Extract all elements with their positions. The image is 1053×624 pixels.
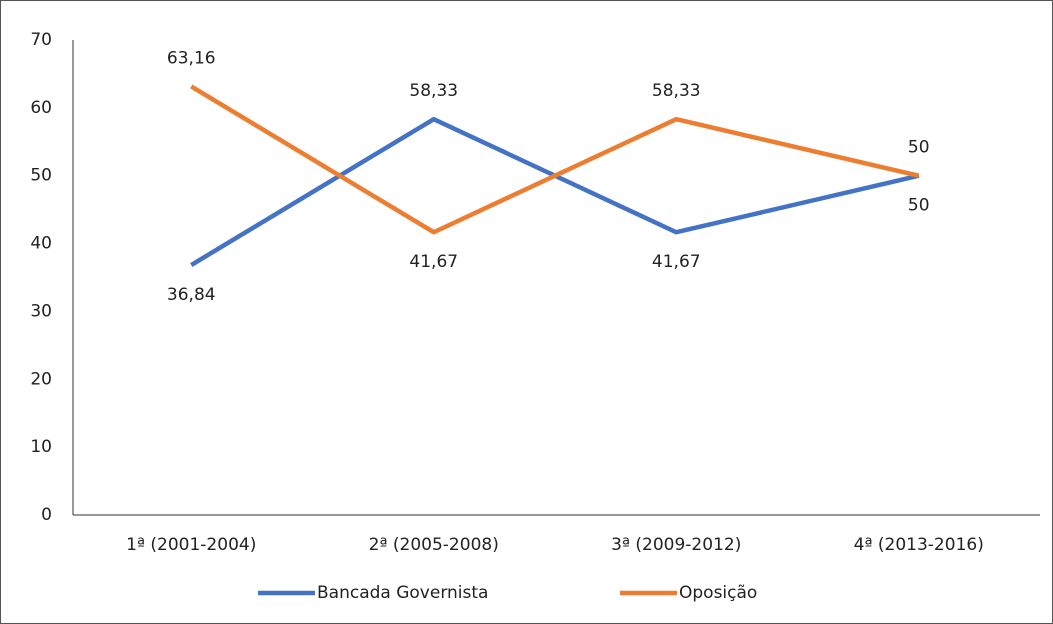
y-tick-label: 10 <box>30 437 52 457</box>
x-tick-label: 2ª (2005-2008) <box>369 535 499 555</box>
data-label: 63,16 <box>167 48 216 68</box>
y-tick-label: 60 <box>30 98 52 118</box>
legend-label: Bancada Governista <box>317 583 488 603</box>
x-tick-label: 4ª (2013-2016) <box>854 535 984 555</box>
y-tick-label: 70 <box>30 30 52 50</box>
y-tick-label: 40 <box>30 234 52 254</box>
x-tick-label: 1ª (2001-2004) <box>126 535 256 555</box>
data-label: 41,67 <box>409 252 458 272</box>
data-label: 58,33 <box>409 81 458 101</box>
y-tick-label: 0 <box>41 505 52 525</box>
y-tick-label: 20 <box>30 369 52 389</box>
data-label: 58,33 <box>652 81 701 101</box>
data-label: 50 <box>908 196 930 216</box>
y-tick-label: 30 <box>30 301 52 321</box>
x-tick-label: 3ª (2009-2012) <box>611 535 741 555</box>
series-line <box>190 84 920 235</box>
data-label: 36,84 <box>167 285 216 305</box>
y-tick-label: 50 <box>30 166 52 186</box>
data-label: 41,67 <box>652 252 701 272</box>
legend-label: Oposição <box>679 583 757 603</box>
data-label: 50 <box>908 138 930 158</box>
